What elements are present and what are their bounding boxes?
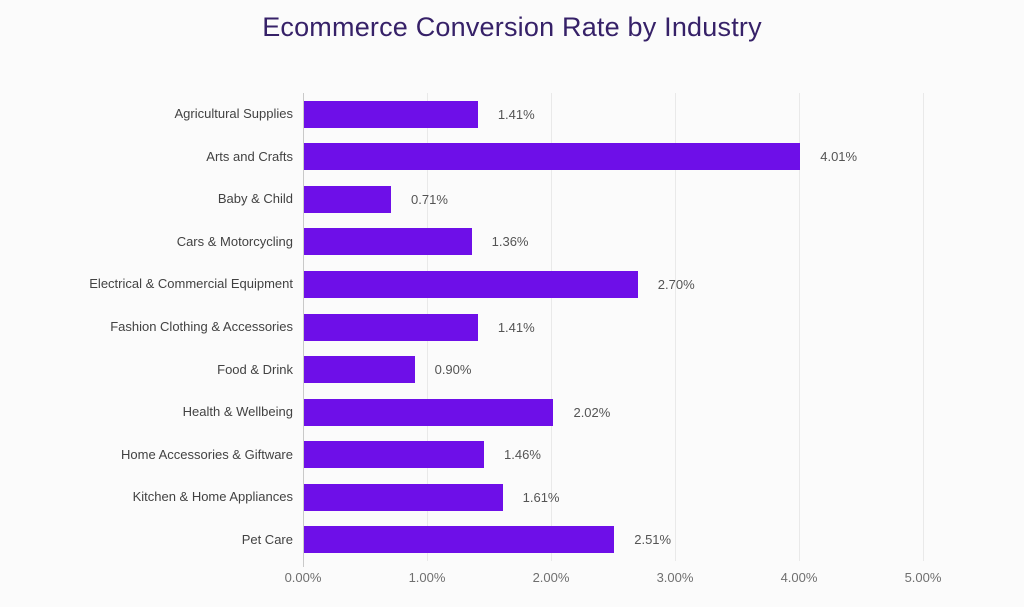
bar-track: 1.36% <box>303 228 923 256</box>
x-tick-label: 2.00% <box>532 570 570 585</box>
x-tick-label: 0.00% <box>284 570 322 585</box>
bar <box>303 143 801 171</box>
bar-track: 2.02% <box>303 398 923 426</box>
chart-row: Fashion Clothing & Accessories 1.41% <box>0 306 1024 349</box>
chart-rows: Agricultural Supplies 1.41% Arts and Cra… <box>0 93 1024 561</box>
bar <box>303 398 554 426</box>
category-label: Health & Wellbeing <box>182 404 293 420</box>
bar <box>303 356 415 384</box>
bar <box>303 185 392 213</box>
bar <box>303 441 485 469</box>
chart-row: Kitchen & Home Appliances 1.61% <box>0 476 1024 519</box>
bar <box>303 100 478 128</box>
bar-track: 4.01% <box>303 143 923 171</box>
bar <box>303 483 503 511</box>
chart-row: Electrical & Commercial Equipment 2.70% <box>0 263 1024 306</box>
value-label: 2.70% <box>657 276 695 292</box>
bar <box>303 526 615 554</box>
bar-track: 2.51% <box>303 526 923 554</box>
bar-track: 1.41% <box>303 100 923 128</box>
category-label: Agricultural Supplies <box>174 106 293 122</box>
value-label: 0.90% <box>434 362 472 378</box>
value-label: 4.01% <box>820 149 858 165</box>
value-label: 1.36% <box>491 234 529 250</box>
bar-track: 0.71% <box>303 185 923 213</box>
category-label: Fashion Clothing & Accessories <box>110 319 293 334</box>
chart-row: Baby & Child 0.71% <box>0 178 1024 221</box>
bar-track: 1.41% <box>303 313 923 341</box>
x-tick-label: 4.00% <box>780 570 818 585</box>
chart-row: Agricultural Supplies 1.41% <box>0 93 1024 136</box>
category-label: Home Accessories & Giftware <box>121 446 293 462</box>
category-label: Pet Care <box>241 531 293 547</box>
chart-row: Cars & Motorcycling 1.36% <box>0 221 1024 264</box>
chart-row: Home Accessories & Giftware 1.46% <box>0 433 1024 476</box>
bar <box>303 228 472 256</box>
bar-track: 1.61% <box>303 483 923 511</box>
chart-row: Pet Care 2.51% <box>0 518 1024 561</box>
value-label: 0.71% <box>411 191 448 207</box>
value-label: 2.02% <box>573 404 611 420</box>
category-label: Baby & Child <box>217 191 293 207</box>
bar-track: 2.70% <box>303 270 923 298</box>
bar-track: 0.90% <box>303 356 923 384</box>
value-label: 1.61% <box>522 489 560 505</box>
value-label: 1.41% <box>497 319 535 335</box>
value-label: 1.41% <box>497 106 535 122</box>
category-label: Kitchen & Home Appliances <box>132 489 293 505</box>
value-label: 1.46% <box>504 447 541 463</box>
bar-track: 1.46% <box>303 441 923 469</box>
category-label: Cars & Motorcycling <box>176 233 293 249</box>
x-tick-label: 3.00% <box>656 570 694 585</box>
chart-row: Food & Drink 0.90% <box>0 348 1024 391</box>
x-axis: 0.00% 1.00% 2.00% 3.00% 4.00% 5.00% <box>285 561 942 587</box>
value-label: 2.51% <box>634 532 672 548</box>
category-label: Food & Drink <box>217 361 293 377</box>
bar-chart: Agricultural Supplies 1.41% Arts and Cra… <box>0 93 1024 587</box>
x-tick-label: 5.00% <box>904 570 942 585</box>
category-label: Electrical & Commercial Equipment <box>89 276 293 292</box>
bar <box>303 270 638 298</box>
category-label: Arts and Crafts <box>206 148 293 164</box>
x-tick-label: 1.00% <box>408 570 446 585</box>
chart-title: Ecommerce Conversion Rate by Industry <box>262 12 762 42</box>
bar <box>303 313 478 341</box>
chart-row: Arts and Crafts 4.01% <box>0 136 1024 179</box>
chart-row: Health & Wellbeing 2.02% <box>0 391 1024 434</box>
